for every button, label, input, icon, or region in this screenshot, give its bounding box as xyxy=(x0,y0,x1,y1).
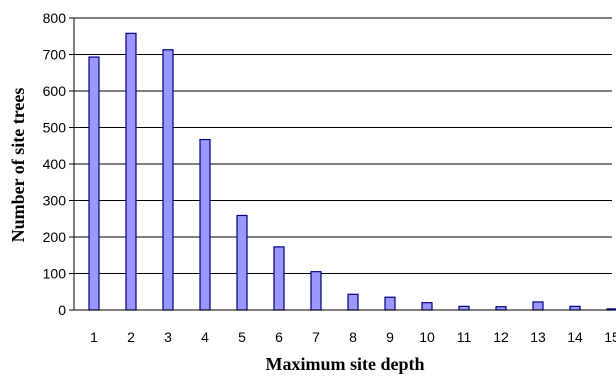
x-tick-label: 13 xyxy=(530,329,546,345)
bars xyxy=(88,32,616,311)
y-tick-label: 300 xyxy=(43,193,67,209)
gridlines xyxy=(74,17,612,274)
y-tick-label: 0 xyxy=(58,302,66,318)
x-tick-label: 15 xyxy=(604,329,616,345)
bar-10 xyxy=(421,302,433,311)
y-tick-label: 200 xyxy=(43,229,67,245)
bar-1 xyxy=(88,56,100,311)
x-tick-label: 4 xyxy=(201,329,209,345)
y-tick-label: 400 xyxy=(43,156,67,172)
y-tick-label: 600 xyxy=(43,83,67,99)
y-tick-label: 100 xyxy=(43,266,67,282)
x-tick-label: 6 xyxy=(275,329,283,345)
x-tick-label: 7 xyxy=(312,329,320,345)
x-tick-label: 5 xyxy=(238,329,246,345)
bar-2 xyxy=(125,32,137,311)
y-axis-title: Number of site trees xyxy=(8,88,28,243)
x-tick-labels: 12345678910111213141516171819 xyxy=(90,329,616,345)
bar-9 xyxy=(384,296,396,311)
x-tick-label: 12 xyxy=(493,329,509,345)
axes xyxy=(69,17,612,311)
x-tick-label: 11 xyxy=(457,329,472,345)
x-axis-title: Maximum site depth xyxy=(266,354,425,374)
x-tick-label: 1 xyxy=(90,329,98,345)
bar-14 xyxy=(569,305,581,311)
y-tick-label: 800 xyxy=(43,10,67,26)
x-tick-label: 14 xyxy=(567,329,583,345)
bar-3 xyxy=(162,49,174,311)
bar-6 xyxy=(273,246,285,311)
y-tick-label: 500 xyxy=(43,120,67,136)
bar-5 xyxy=(236,214,248,311)
bar-8 xyxy=(347,293,359,311)
x-tick-label: 8 xyxy=(349,329,357,345)
bar-13 xyxy=(532,301,544,311)
x-tick-label: 10 xyxy=(419,329,435,345)
y-tick-label: 700 xyxy=(43,47,67,63)
bar-11 xyxy=(458,305,470,311)
x-tick-label: 2 xyxy=(127,329,135,345)
x-tick-label: 9 xyxy=(386,329,394,345)
bar-4 xyxy=(199,138,211,311)
x-tick-label: 3 xyxy=(164,329,172,345)
bar-7 xyxy=(310,271,322,311)
y-tick-labels: 0 100 200 300 400 500 600 700 800 xyxy=(43,10,67,318)
